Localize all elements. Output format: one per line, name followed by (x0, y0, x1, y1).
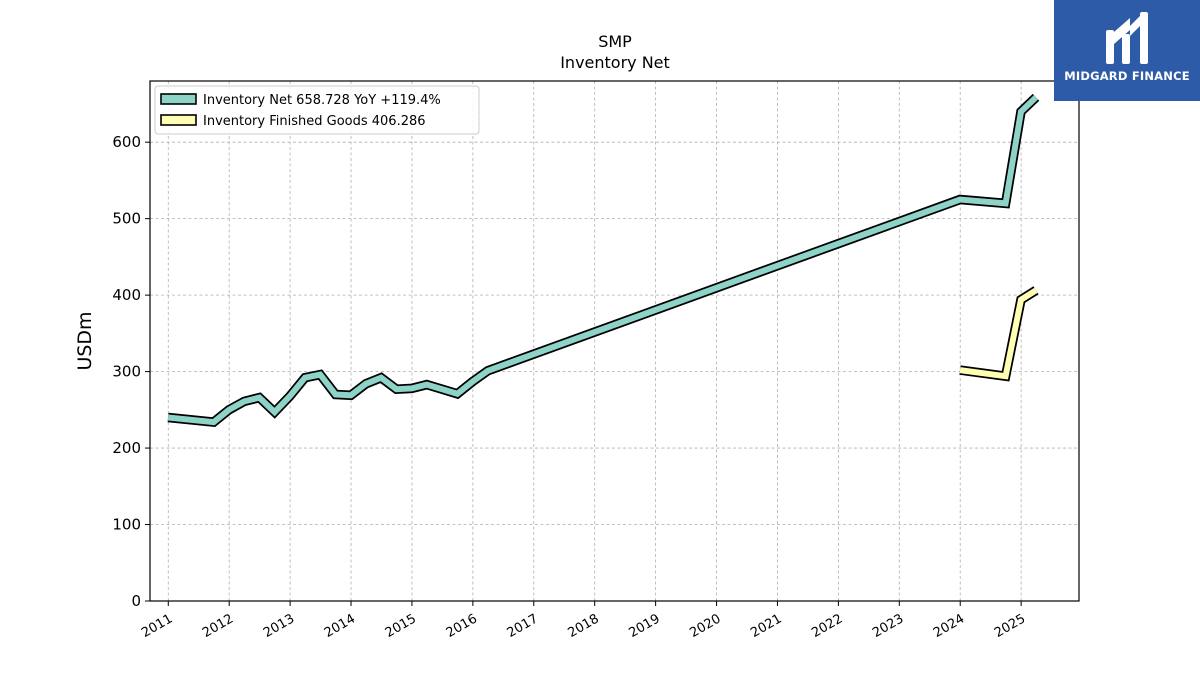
y-tick-label: 500 (112, 210, 141, 228)
y-tick-label: 400 (112, 286, 141, 304)
chart-subtitle: Inventory Net (560, 53, 670, 72)
x-tick-label: 2012 (200, 611, 236, 641)
midgard-logo-icon (1106, 12, 1148, 64)
logo-text: MIDGARD FINANCE (1064, 69, 1190, 83)
x-tick-label: 2014 (322, 611, 358, 641)
series-lines (167, 93, 1040, 428)
x-tick-label: 2024 (931, 611, 967, 641)
x-tick-label: 2023 (870, 611, 906, 641)
y-tick-label: 600 (112, 133, 141, 151)
gridlines (150, 81, 1079, 602)
legend-label-finished-goods: Inventory Finished Goods 406.286 (203, 114, 426, 129)
y-axis-label: USDm (74, 311, 96, 370)
legend-frame (154, 85, 480, 135)
y-axis-ticks: 0 100 200 300 400 500 600 (112, 133, 150, 610)
x-tick-label: 2011 (139, 611, 175, 641)
legend-swatch-inventory-net (160, 93, 197, 105)
y-tick-label: 100 (112, 516, 141, 534)
plot-area-frame (149, 80, 1080, 602)
chart-title: SMP (598, 32, 632, 51)
x-axis-ticks: 2011 2012 2013 2014 2015 2016 2017 2018 2019 2020… (139, 601, 1028, 641)
series-1-line (959, 287, 1038, 380)
x-tick-label: 2022 (809, 611, 845, 641)
legend-swatch-finished-goods (160, 114, 197, 126)
x-tick-label: 2025 (992, 611, 1028, 641)
legend: Inventory Net 658.728 YoY +119.4% Invent… (154, 85, 480, 135)
x-tick-label: 2013 (261, 611, 297, 641)
series-1-outline (959, 286, 1039, 382)
y-tick-label: 0 (131, 592, 141, 610)
x-tick-label: 2017 (505, 611, 541, 641)
series-0-outline (167, 93, 1040, 428)
x-tick-label: 2016 (444, 611, 480, 641)
legend-label-inventory-net: Inventory Net 658.728 YoY +119.4% (203, 93, 441, 108)
logo-badge: MIDGARD FINANCE (1054, 0, 1200, 101)
x-tick-label: 2018 (566, 611, 602, 641)
y-tick-label: 200 (112, 439, 141, 457)
x-tick-label: 2015 (383, 611, 419, 641)
x-tick-label: 2021 (748, 611, 784, 641)
x-tick-label: 2020 (687, 611, 723, 641)
y-tick-label: 300 (112, 363, 141, 381)
x-tick-label: 2019 (626, 611, 662, 641)
series-0-line (167, 95, 1039, 426)
